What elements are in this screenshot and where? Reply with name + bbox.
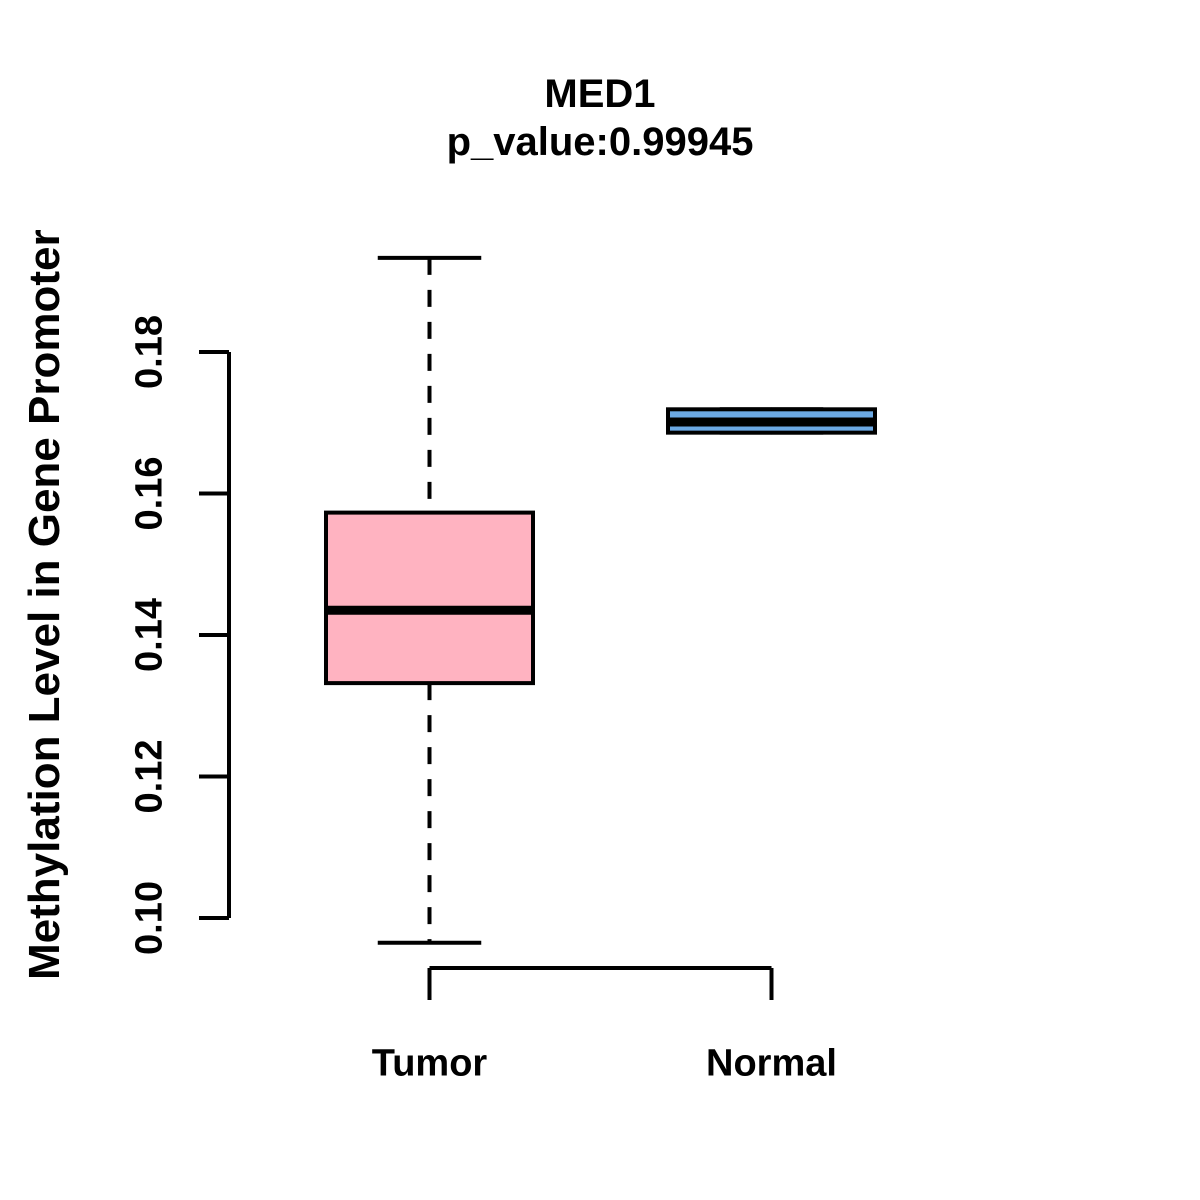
y-axis-title: Methylation Level in Gene Promoter (20, 229, 69, 981)
chart-title-block: MED1 p_value:0.99945 (0, 70, 1200, 166)
y-tick-label: 0.10 (128, 881, 170, 955)
y-tick-label: 0.14 (128, 598, 170, 672)
x-category-label: Normal (706, 1042, 837, 1084)
box-normal (666, 407, 877, 435)
y-axis: 0.10 0.12 0.14 0.16 0.18 (128, 315, 231, 955)
chart-title: MED1 (544, 72, 656, 116)
y-tick-label: 0.12 (128, 740, 170, 814)
y-tick-label: 0.16 (128, 457, 170, 531)
box-tumor (324, 255, 535, 945)
iqr-box (324, 510, 535, 686)
x-category-label: Tumor (372, 1042, 488, 1084)
x-axis: Tumor Normal (372, 966, 837, 1084)
y-tick-label: 0.18 (128, 315, 170, 389)
chart-subtitle: p_value:0.99945 (446, 120, 754, 164)
